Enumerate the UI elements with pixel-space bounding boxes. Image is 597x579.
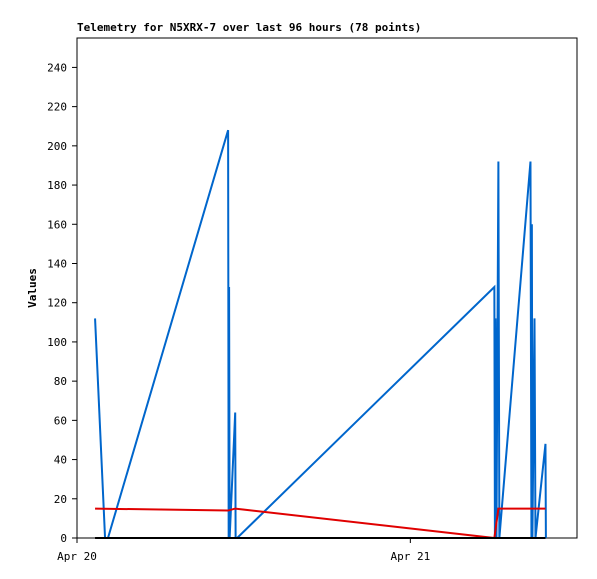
y-axis-label: Values bbox=[26, 268, 39, 308]
series-line bbox=[94, 129, 547, 539]
chart-title: Telemetry for N5XRX-7 over last 96 hours… bbox=[77, 21, 421, 34]
y-tick-label: 160 bbox=[47, 218, 67, 231]
x-tick-label: Apr 20 bbox=[57, 550, 97, 563]
y-tick-label: 240 bbox=[47, 61, 67, 74]
y-tick-label: 60 bbox=[54, 414, 67, 427]
y-tick-label: 140 bbox=[47, 257, 67, 270]
y-tick-label: 120 bbox=[47, 297, 67, 310]
y-tick-label: 220 bbox=[47, 101, 67, 114]
y-tick-label: 200 bbox=[47, 140, 67, 153]
y-tick-label: 40 bbox=[54, 454, 67, 467]
y-tick-label: 100 bbox=[47, 336, 67, 349]
plot-frame bbox=[76, 37, 578, 539]
x-tick-label: Apr 21 bbox=[390, 550, 430, 563]
y-tick-label: 80 bbox=[54, 375, 67, 388]
y-tick-label: 20 bbox=[54, 493, 67, 506]
y-tick-label: 180 bbox=[47, 179, 67, 192]
y-tick-label: 0 bbox=[60, 532, 67, 545]
series-line bbox=[95, 507, 546, 540]
